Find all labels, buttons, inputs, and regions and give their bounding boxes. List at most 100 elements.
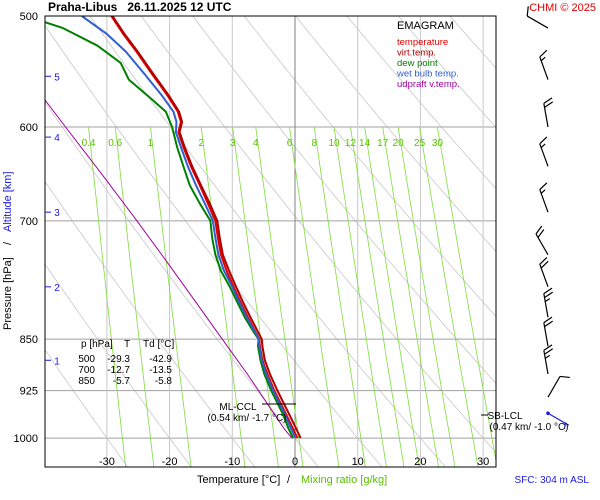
barb-station-dot <box>546 411 550 416</box>
barb-full <box>526 6 529 17</box>
sb-lcl-detail: (0.47 km/ -1.0 °C) <box>489 422 568 433</box>
pressure-tick-label: 850 <box>20 334 38 346</box>
copyright-link[interactable]: CHMI © 2025 <box>529 2 596 14</box>
ml-ccl-label: ML-CCL <box>219 402 257 413</box>
mixing-ratio-line <box>333 126 387 467</box>
altitude-tick-label: 1 <box>54 356 60 367</box>
series-layer <box>45 16 302 439</box>
barb-full <box>543 344 553 351</box>
barb-half <box>544 298 551 303</box>
dry-adiabat <box>397 16 496 129</box>
wind-barb <box>539 256 549 288</box>
temperature-tick-label: -30 <box>99 456 115 468</box>
mixing-ratio-line <box>200 126 246 467</box>
wind-barb <box>543 344 554 375</box>
barb-full <box>540 260 549 269</box>
pressure-tick-label: 1000 <box>14 433 38 445</box>
sb-lcl-label: SB-LCL <box>487 411 522 422</box>
dry-adiabat <box>45 349 129 467</box>
wind-barb <box>539 182 549 213</box>
wind-barb <box>547 375 570 398</box>
dry-adiabat <box>243 16 496 318</box>
table-cell: -5.8 <box>155 376 173 387</box>
wind-barb <box>546 411 570 429</box>
pressure-tick-label: 500 <box>20 11 38 23</box>
barb-half <box>544 354 551 359</box>
altitude-tick-label: 3 <box>54 208 60 219</box>
mixing-ratio-label: 6 <box>287 138 293 149</box>
pressure-tick-label: 925 <box>20 386 38 398</box>
legend-item: temperature <box>397 37 448 48</box>
table-header: Td [°C] <box>143 339 174 350</box>
mixing-ratio-label: 12 <box>345 138 357 149</box>
legend-item: dew point <box>397 58 438 69</box>
barb-full <box>539 136 548 145</box>
table-cell: -12.7 <box>107 365 130 376</box>
barb-staff <box>543 103 549 128</box>
summary-table: p [hPa] T Td [°C] 500 -29.3 -42.9 700 -12.7 -13.… <box>78 339 174 387</box>
barb-full <box>544 101 554 108</box>
wind-barb <box>535 225 549 256</box>
mixing-ratio-label: 14 <box>359 138 371 149</box>
diagram-name: EMAGRAM <box>397 20 454 32</box>
mixing-ratio-line <box>364 126 420 467</box>
barb-full <box>537 229 545 238</box>
mixing-ratio-line <box>88 126 127 467</box>
temperature-tick-label: 10 <box>352 456 364 468</box>
series-dew-point <box>45 21 295 439</box>
x-axis-label-temperature: Temperature [°C] <box>197 474 280 486</box>
surface-note: SFC: 304 m ASL <box>515 475 590 486</box>
dry-adiabat <box>479 0 600 468</box>
wind-barb <box>543 316 554 347</box>
mixing-ratio-label: 10 <box>328 138 340 149</box>
mixing-ratio-label: 30 <box>432 138 444 149</box>
pressure-tick-label: 700 <box>20 216 38 228</box>
altitude-tick-label: 2 <box>54 283 60 294</box>
mixing-ratio-line <box>114 126 155 467</box>
barb-half <box>563 423 566 429</box>
dry-adiabat <box>45 101 319 467</box>
mixing-ratio-label: 0.6 <box>108 138 122 149</box>
barb-full <box>539 256 548 265</box>
dry-adiabat <box>45 180 256 467</box>
mixing-ratio-line <box>289 126 340 467</box>
mixing-ratio-label: 17 <box>377 138 389 149</box>
barb-full <box>535 225 543 235</box>
series-virt-temp- <box>111 16 302 439</box>
barb-staff <box>547 376 561 398</box>
x-axis-label-sep: / <box>287 474 291 486</box>
altitude-tick-label: 5 <box>54 72 60 83</box>
table-cell: -42.9 <box>149 354 172 365</box>
mixing-ratio-line <box>313 126 366 467</box>
mixing-ratio-line <box>232 126 279 467</box>
dry-adiabat <box>346 16 496 190</box>
legend-item: udpraft v.temp. <box>397 79 460 90</box>
table-cell: -13.5 <box>149 365 172 376</box>
mixing-ratio-label: 20 <box>393 138 405 149</box>
y-axis-label-altitude: Altitude [km] <box>2 171 14 232</box>
wind-barb <box>543 287 554 318</box>
barb-full <box>539 182 548 191</box>
barb-full <box>543 97 553 104</box>
mixing-ratio-line <box>419 126 479 467</box>
barb-half <box>540 143 546 148</box>
table-header: p [hPa] <box>81 339 113 350</box>
mixing-ratio-label: 8 <box>312 138 318 149</box>
mixing-ratio-label: 25 <box>414 138 426 149</box>
grid-layer <box>45 0 600 468</box>
wind-barb <box>539 49 549 80</box>
plot-frame <box>44 15 497 468</box>
table-header: T <box>124 339 130 350</box>
altitude-tick-label: 4 <box>54 133 60 144</box>
mixing-ratio-label: 3 <box>230 138 236 149</box>
temperature-tick-label: 0 <box>292 456 298 468</box>
legend-item: wet bulb temp. <box>396 69 459 80</box>
barb-half <box>540 56 546 62</box>
temperature-tick-label: -10 <box>224 456 240 468</box>
barb-half <box>540 189 546 194</box>
barb-full <box>559 375 570 379</box>
mixing-ratio-label: 1 <box>148 138 154 149</box>
mixing-ratio-layer <box>88 126 496 467</box>
